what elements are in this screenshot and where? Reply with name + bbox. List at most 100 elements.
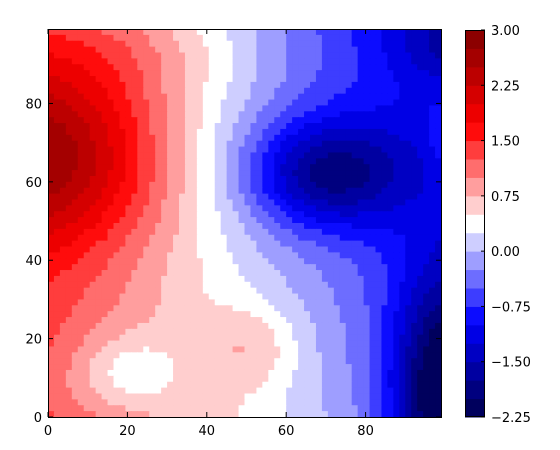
contour-cell [137, 205, 144, 212]
contour-cell [435, 52, 442, 59]
contour-cell [387, 346, 394, 353]
contour-cell [65, 399, 73, 406]
contour-cell [71, 123, 79, 130]
contour-cell [173, 164, 180, 171]
contour-cell [232, 117, 240, 124]
contour-cell [274, 99, 281, 107]
contour-cell [143, 81, 150, 89]
contour-cell [161, 134, 168, 142]
contour-cell [238, 287, 246, 295]
contour-cell [315, 381, 323, 389]
contour-cell [417, 52, 424, 59]
contour-cell [280, 281, 287, 289]
contour-cell [298, 317, 305, 324]
contour-cell [214, 258, 222, 265]
contour-cell [411, 328, 418, 336]
contour-cell [226, 293, 234, 301]
contour-cell [208, 58, 216, 65]
contour-cell [226, 105, 234, 112]
contour-cell [119, 76, 126, 83]
contour-cell [179, 34, 186, 42]
contour-cell [53, 99, 61, 107]
contour-cell [369, 152, 377, 159]
contour-cell [262, 140, 269, 148]
contour-cell [232, 70, 240, 77]
contour-cell [71, 81, 79, 89]
contour-cell [125, 93, 132, 101]
contour-cell [321, 340, 329, 348]
contour-cell [101, 111, 109, 118]
contour-cell [155, 275, 162, 283]
contour-cell [155, 252, 162, 259]
contour-cell [339, 311, 347, 318]
contour-cell [208, 228, 216, 236]
contour-cell [173, 240, 180, 248]
contour-cell [77, 340, 85, 348]
contour-cell [333, 46, 341, 54]
contour-cell [345, 123, 353, 130]
contour-cell [280, 175, 287, 183]
contour-cell [202, 240, 210, 248]
contour-cell [387, 240, 394, 248]
contour-cell [375, 170, 383, 177]
contour-cell [357, 99, 365, 107]
contour-cell [226, 264, 234, 271]
contour-cell [405, 117, 412, 124]
contour-cell [310, 275, 317, 283]
contour-cell [387, 375, 394, 383]
contour-cell [321, 322, 329, 330]
contour-cell [238, 275, 246, 283]
contour-cell [184, 287, 192, 295]
contour-cell [95, 299, 103, 306]
contour-cell [190, 170, 198, 177]
contour-cell [226, 299, 234, 306]
contour-cell [268, 29, 275, 36]
contour-cell [417, 317, 424, 324]
contour-cell [357, 46, 365, 54]
contour-cell [256, 228, 263, 236]
contour-cell [202, 81, 210, 89]
contour-cell [149, 358, 156, 365]
contour-cell [256, 369, 263, 377]
contour-cell [202, 358, 210, 365]
contour-cell [363, 411, 371, 418]
contour-cell [405, 105, 412, 112]
contour-cell [321, 317, 329, 324]
contour-cell [298, 381, 305, 389]
contour-cell [95, 275, 103, 283]
contour-cell [256, 252, 263, 259]
contour-cell [167, 117, 174, 124]
contour-cell [327, 240, 335, 248]
contour-cell [155, 346, 162, 353]
contour-cell [381, 240, 388, 248]
contour-cell [429, 211, 436, 218]
contour-cell [107, 199, 115, 206]
contour-cell [214, 293, 222, 301]
contour-cell [238, 199, 246, 206]
contour-cell [173, 387, 180, 395]
contour-cell [107, 281, 115, 289]
contour-cell [113, 217, 121, 224]
contour-cell [167, 40, 174, 48]
contour-cell [119, 128, 126, 136]
contour-cell [363, 87, 371, 95]
contour-cell [119, 234, 126, 242]
contour-cell [59, 29, 67, 36]
contour-cell [405, 252, 412, 259]
contour-cell [65, 223, 73, 230]
contour-cell [179, 134, 186, 142]
contour-cell [333, 193, 341, 201]
contour-cell [149, 264, 156, 271]
contour-cell [184, 234, 192, 242]
contour-cell [292, 264, 299, 271]
contour-cell [423, 34, 430, 42]
contour-cell [167, 205, 174, 212]
contour-cell [202, 64, 210, 71]
contour-cell [143, 240, 150, 248]
contour-cell [89, 70, 97, 77]
contour-cell [250, 34, 257, 42]
contour-cell [155, 34, 162, 42]
contour-cell [268, 76, 275, 83]
contour-cell [89, 81, 97, 89]
contour-cell [292, 199, 299, 206]
